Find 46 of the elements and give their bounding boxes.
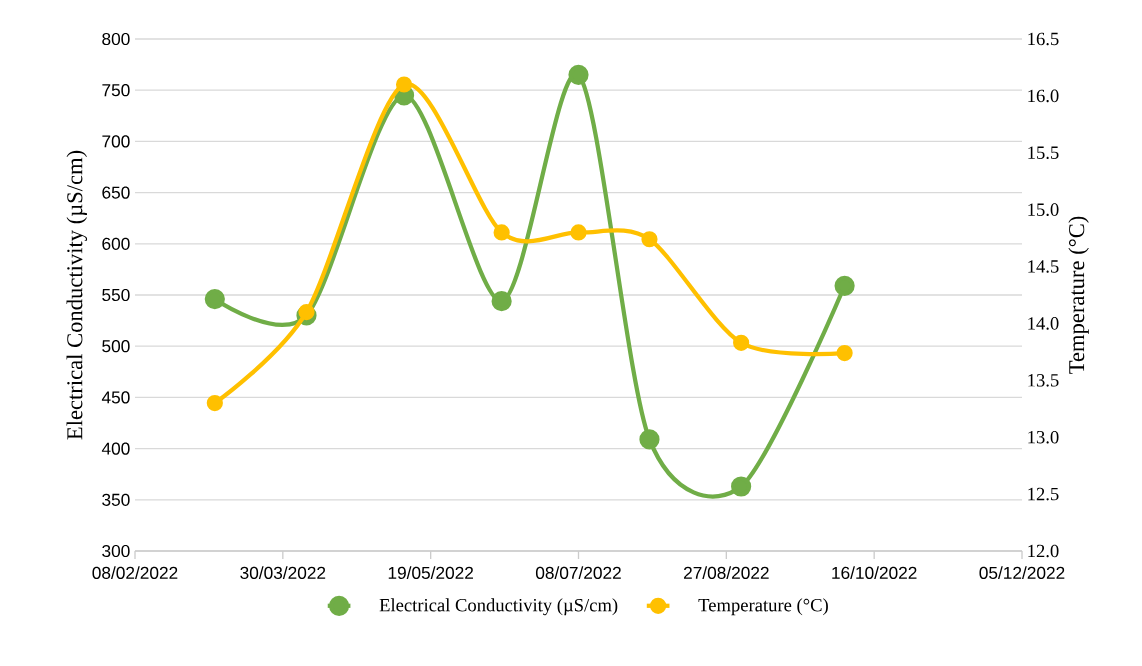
y2-tick-label: 16.5	[1028, 32, 1059, 46]
x-tick-label: 16/10/2022	[832, 566, 917, 579]
y-tick-label: 500	[102, 340, 130, 353]
point	[395, 76, 413, 93]
y-tick-label: 400	[101, 442, 130, 455]
point	[641, 231, 658, 248]
point	[206, 394, 223, 412]
x-tick-label: 05/12/2022	[979, 566, 1065, 579]
y2-tick-label: 12.0	[1028, 544, 1059, 558]
point	[570, 224, 587, 241]
y2-tick-label: 13.5	[1028, 374, 1059, 387]
y-tick-label: 800	[102, 32, 130, 46]
y2-tick-label: 14.5	[1028, 260, 1059, 273]
point	[834, 275, 855, 296]
point	[731, 476, 752, 497]
point	[733, 334, 750, 351]
legend-label: Temperature (°C)	[698, 598, 828, 616]
y2-tick-label: 15.5	[1028, 146, 1059, 160]
y-tick-label: 450	[101, 391, 130, 404]
y2-tick-label: 13.0	[1028, 430, 1059, 444]
x-tick-label: 30/03/2022	[240, 566, 326, 579]
y2-axis-title: Temperature (°C)	[1068, 216, 1089, 374]
y2-tick-label: 15.0	[1028, 203, 1059, 216]
y-tick-label: 550	[102, 288, 130, 302]
y-tick-label: 300	[102, 544, 130, 558]
y2-tick-label: 12.5	[1028, 487, 1059, 501]
x-tick-label: 19/05/2022	[388, 566, 473, 579]
x-tick-label: 08/02/2022	[92, 566, 178, 579]
point	[836, 344, 853, 362]
point	[493, 224, 510, 241]
point	[568, 64, 589, 85]
y-tick-label: 600	[102, 237, 130, 250]
y-tick-label: 350	[102, 493, 130, 506]
y-tick-label: 650	[102, 186, 130, 199]
legend-label: Electrical Conductivity (µS/cm)	[379, 598, 618, 616]
y-tick-label: 750	[102, 84, 130, 97]
point	[298, 303, 315, 321]
y-tick-label: 700	[102, 135, 130, 148]
x-tick-label: 27/08/2022	[684, 566, 769, 579]
y2-tick-label: 16.0	[1028, 89, 1059, 103]
x-tick-label: 08/07/2022	[535, 566, 621, 579]
y-axis-title: Electrical Conductivity (µS/cm)	[66, 150, 88, 440]
y2-tick-label: 14.0	[1028, 317, 1059, 330]
point	[204, 288, 225, 310]
point	[491, 291, 512, 312]
point	[639, 429, 660, 450]
